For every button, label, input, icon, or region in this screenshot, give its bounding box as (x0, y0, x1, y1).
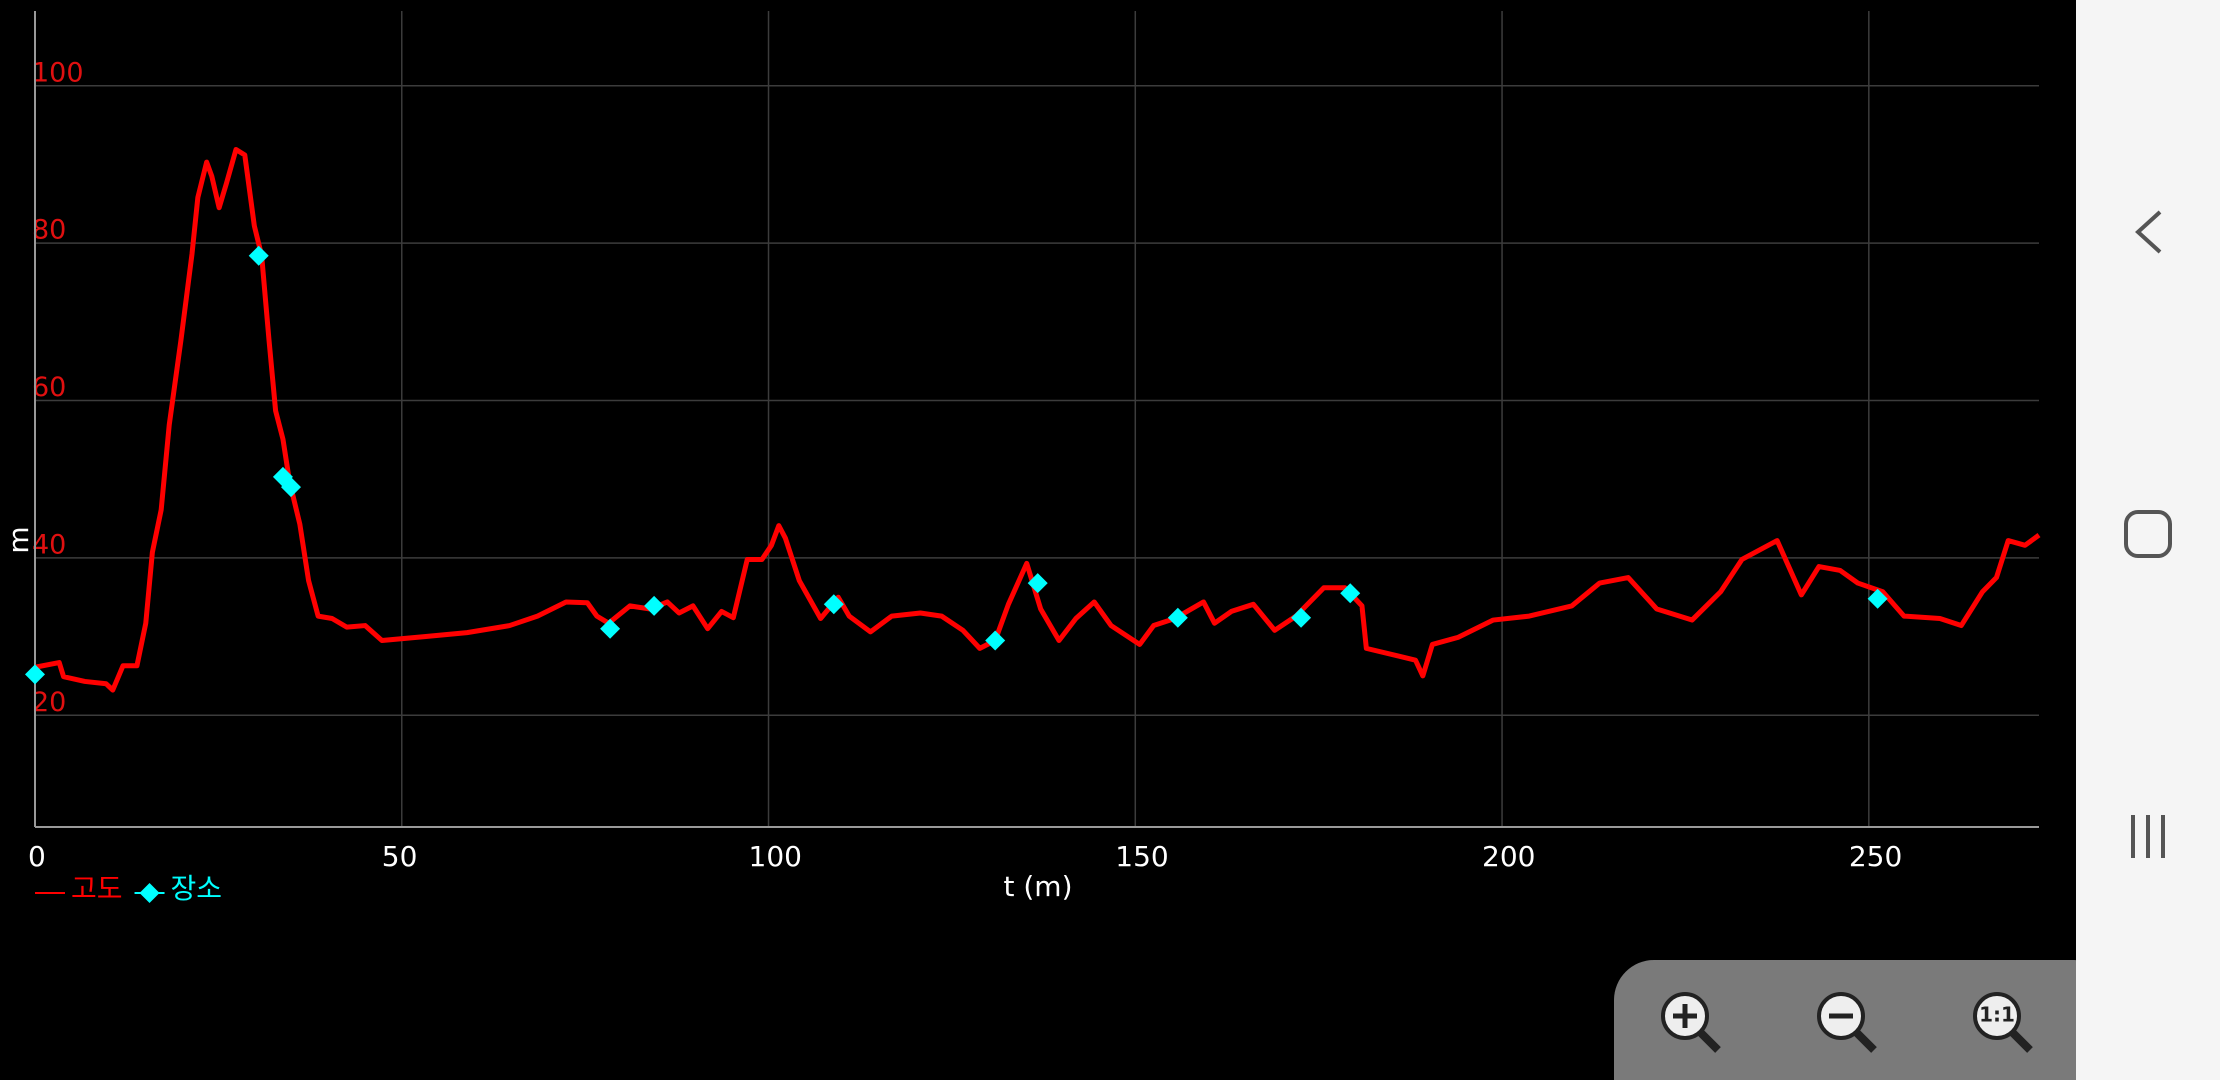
y-tick-label: 40 (32, 529, 66, 560)
navigation-bar (2076, 0, 2220, 1080)
zoom-in[interactable] (1661, 992, 1721, 1053)
y-tick-label: 20 (32, 687, 66, 718)
place-marker (1340, 583, 1361, 604)
y-axis-label: m (2, 526, 35, 553)
place-marker (644, 595, 665, 616)
y-tick-label: 60 (32, 372, 66, 403)
x-tick-label: 100 (749, 840, 802, 873)
place-marker (1291, 607, 1312, 628)
place-marker (1867, 588, 1888, 609)
place-marker (25, 664, 45, 685)
x-tick-label: 0 (28, 840, 46, 873)
y-tick-label: 100 (32, 57, 84, 88)
x-tick-label: 50 (382, 840, 418, 873)
elevation-line (34, 146, 2041, 693)
x-tick-label: 200 (1482, 840, 1535, 873)
zoom-controls: 1:1 (1614, 960, 2114, 1080)
legend-label: 장소 (171, 872, 223, 905)
x-tick-label: 250 (1849, 840, 1902, 873)
zoom-out[interactable] (1817, 992, 1877, 1053)
place-marker (600, 618, 621, 639)
place-marker (248, 245, 269, 266)
background (0, 0, 2076, 1080)
legend-label: 고도 (71, 872, 123, 905)
place-marker (823, 594, 844, 615)
home-button[interactable] (2124, 510, 2172, 558)
back-button[interactable] (2135, 210, 2162, 254)
nav-background (2076, 0, 2220, 1080)
x-axis-label: t (m) (1003, 870, 1072, 903)
zoom-reset[interactable]: 1:1 (1973, 992, 2033, 1053)
place-marker (1027, 573, 1048, 594)
place-marker (1167, 607, 1188, 628)
chart: 20 40 60 80 100 0 50 100 150 200 250 고도 장소 (25, 11, 2041, 905)
place-marker (985, 630, 1006, 651)
y-tick-label: 80 (32, 215, 66, 246)
recents-button[interactable] (2131, 815, 2165, 858)
zoom-reset-label: 1:1 (1979, 1003, 2015, 1027)
x-tick-label: 150 (1115, 840, 1168, 873)
legend-swatch (139, 883, 160, 903)
place-marker (281, 477, 302, 498)
